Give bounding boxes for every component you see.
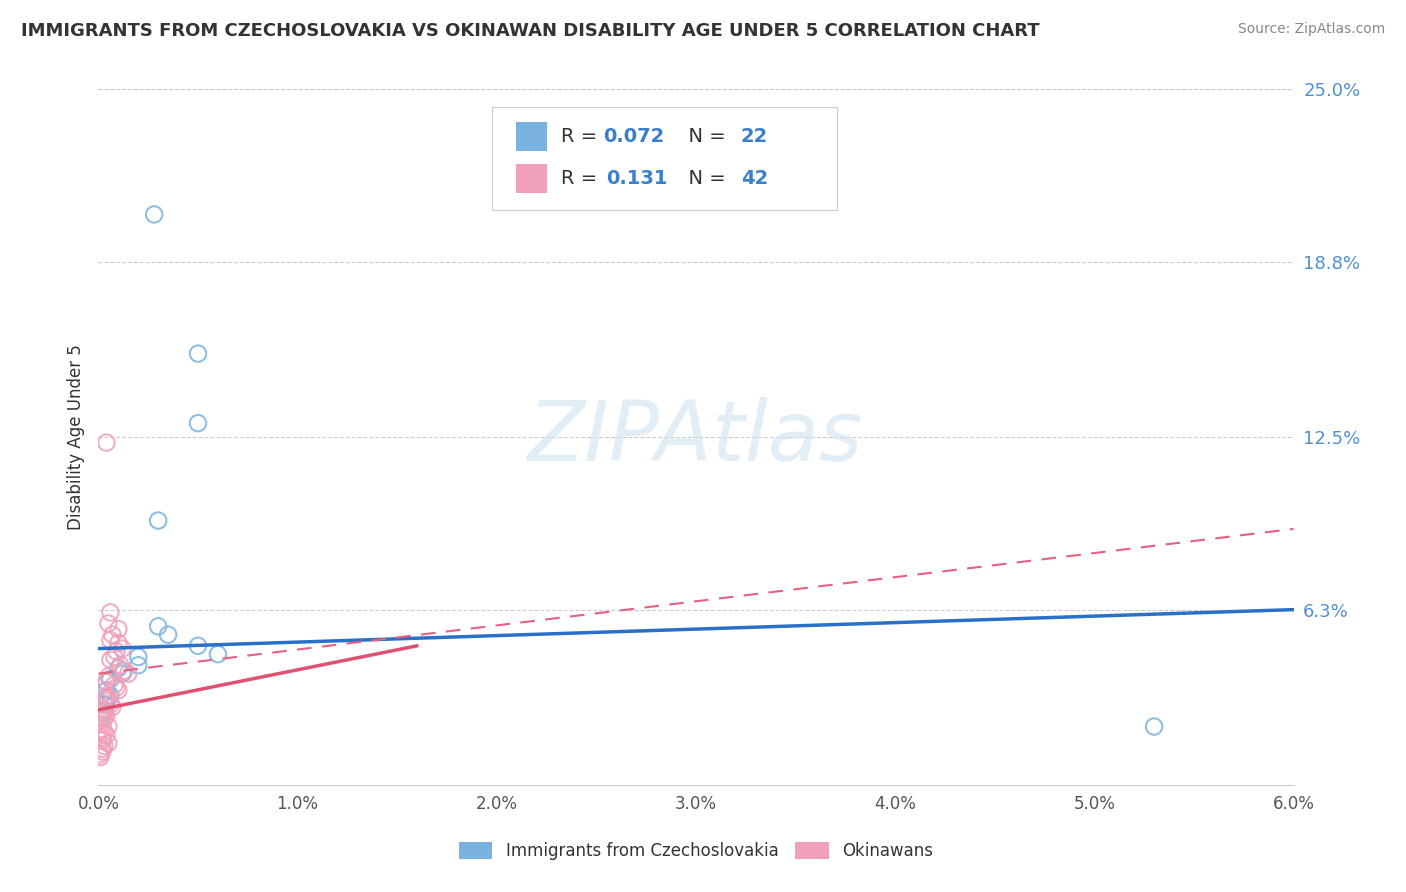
Point <box>143 207 166 221</box>
Point <box>96 689 118 703</box>
Point <box>91 706 114 720</box>
Point <box>96 694 118 708</box>
Point <box>207 647 229 661</box>
Point <box>110 658 132 673</box>
Point <box>93 703 115 717</box>
Text: N =: N = <box>676 169 733 188</box>
Point <box>89 750 111 764</box>
Point <box>107 636 129 650</box>
Point <box>98 689 122 703</box>
Text: N =: N = <box>676 127 733 146</box>
Point <box>91 741 114 756</box>
Point <box>93 703 115 717</box>
Y-axis label: Disability Age Under 5: Disability Age Under 5 <box>66 344 84 530</box>
Point <box>91 745 114 759</box>
Point <box>98 672 122 686</box>
Point <box>97 736 120 750</box>
Point <box>187 346 209 360</box>
Point <box>96 708 118 723</box>
Point <box>93 711 115 725</box>
Point <box>1143 719 1166 733</box>
Point <box>107 683 129 698</box>
Point <box>96 675 118 690</box>
Point <box>96 675 118 690</box>
Point <box>107 661 129 675</box>
Point <box>89 747 111 762</box>
Point <box>93 706 115 720</box>
Text: R =: R = <box>561 169 610 188</box>
Text: 22: 22 <box>741 127 768 146</box>
Point <box>112 664 135 678</box>
Point <box>91 733 114 747</box>
Point <box>97 719 120 733</box>
Point <box>96 435 118 450</box>
Point <box>91 731 114 745</box>
Point <box>91 723 114 737</box>
Point <box>96 728 118 742</box>
Legend: Immigrants from Czechoslovakia, Okinawans: Immigrants from Czechoslovakia, Okinawan… <box>453 836 939 867</box>
Point <box>103 649 125 664</box>
Point <box>103 678 125 692</box>
Point <box>98 653 122 667</box>
Text: Source: ZipAtlas.com: Source: ZipAtlas.com <box>1237 22 1385 37</box>
Point <box>97 691 120 706</box>
Point <box>98 698 122 712</box>
Text: R =: R = <box>561 127 603 146</box>
Point <box>101 628 124 642</box>
Point <box>96 691 118 706</box>
Point <box>93 698 115 712</box>
Point <box>105 644 128 658</box>
Point <box>91 716 114 731</box>
Point <box>127 658 149 673</box>
Text: 0.131: 0.131 <box>606 169 668 188</box>
Point <box>111 666 134 681</box>
Point <box>96 683 118 698</box>
Point <box>97 616 120 631</box>
Point <box>98 606 122 620</box>
Point <box>97 669 120 683</box>
Text: 42: 42 <box>741 169 768 188</box>
Point <box>101 700 124 714</box>
Point <box>98 633 122 648</box>
Point <box>105 681 128 695</box>
Text: 0.072: 0.072 <box>603 127 665 146</box>
Point <box>157 628 180 642</box>
Point <box>117 666 139 681</box>
Point <box>127 649 149 664</box>
Point <box>107 622 129 636</box>
Point <box>91 714 114 728</box>
Point <box>111 641 134 656</box>
Point <box>187 416 209 430</box>
Point <box>89 711 111 725</box>
Point <box>148 514 170 528</box>
Point <box>187 639 209 653</box>
Text: ZIPAtlas: ZIPAtlas <box>529 397 863 477</box>
Point <box>93 739 115 753</box>
Point <box>93 725 115 739</box>
Point <box>148 619 170 633</box>
Text: IMMIGRANTS FROM CZECHOSLOVAKIA VS OKINAWAN DISABILITY AGE UNDER 5 CORRELATION CH: IMMIGRANTS FROM CZECHOSLOVAKIA VS OKINAW… <box>21 22 1039 40</box>
